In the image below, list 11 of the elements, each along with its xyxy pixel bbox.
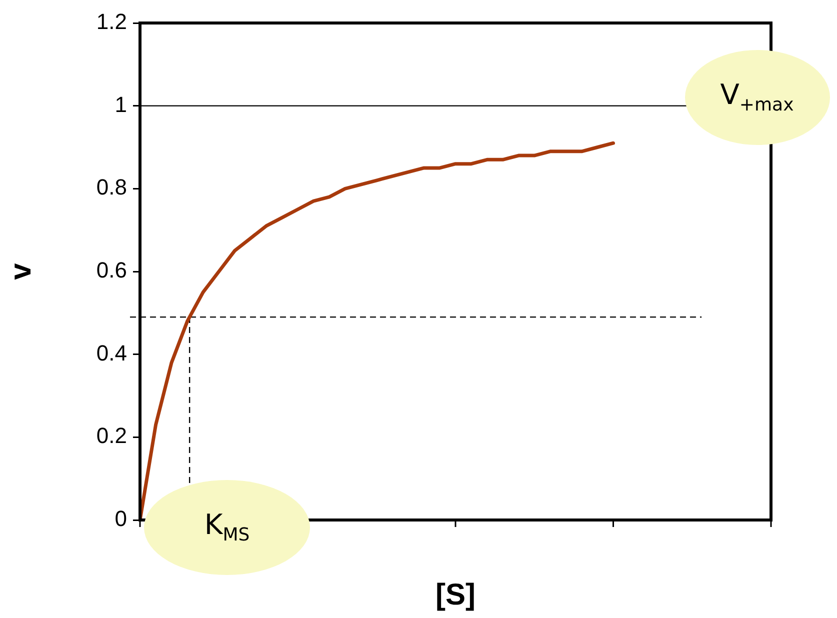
annotation: V$_{+max}$ <box>720 78 794 116</box>
y-tick-label: 0.6 <box>96 258 127 283</box>
y-axis-title: v <box>4 262 38 280</box>
annotation: K$_{MS}$ <box>204 508 250 546</box>
y-tick-label: 0.2 <box>96 423 127 448</box>
x-axis-title: [S] <box>436 578 476 612</box>
y-tick-label: 0.4 <box>96 340 127 366</box>
y-tick-label: 1.2 <box>96 9 127 34</box>
y-tick-label: 1 <box>114 92 127 117</box>
y-tick-label: 0 <box>114 506 127 532</box>
y-tick-label: 0.8 <box>96 174 127 200</box>
